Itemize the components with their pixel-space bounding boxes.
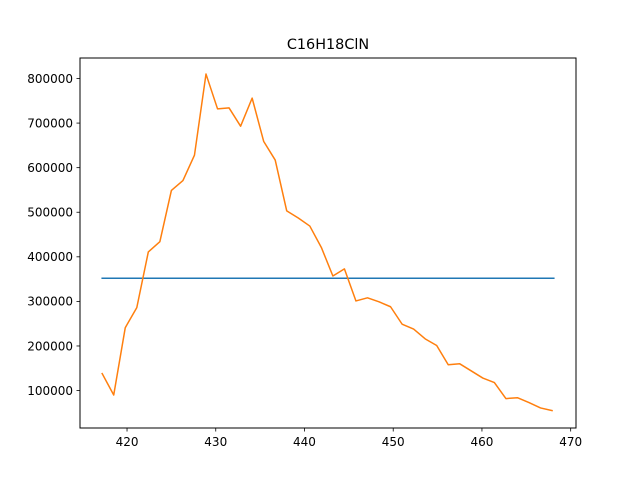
x-tick-label: 470 bbox=[559, 435, 582, 449]
y-tick-label: 700000 bbox=[27, 116, 73, 130]
x-tick-label: 440 bbox=[293, 435, 316, 449]
plot-frame bbox=[79, 57, 577, 429]
y-tick-label: 200000 bbox=[27, 339, 73, 353]
x-tick-label: 430 bbox=[204, 435, 227, 449]
x-tick-label: 460 bbox=[470, 435, 493, 449]
axes-layer: 420 430 440 450 460 470 100000 200000 300000 4000… bbox=[27, 72, 582, 449]
x-tick-label: 450 bbox=[382, 435, 405, 449]
y-tick-label: 400000 bbox=[27, 250, 73, 264]
x-tick-label: 420 bbox=[116, 435, 139, 449]
y-tick-label: 500000 bbox=[27, 206, 73, 220]
y-tick-label: 800000 bbox=[27, 72, 73, 86]
y-tick-label: 300000 bbox=[27, 295, 73, 309]
series-line-2 bbox=[101, 73, 553, 412]
y-tick-label: 600000 bbox=[27, 161, 73, 175]
series-layer bbox=[101, 73, 555, 412]
y-tick-label: 100000 bbox=[27, 384, 73, 398]
chart-title: C16H18ClN bbox=[287, 37, 369, 53]
